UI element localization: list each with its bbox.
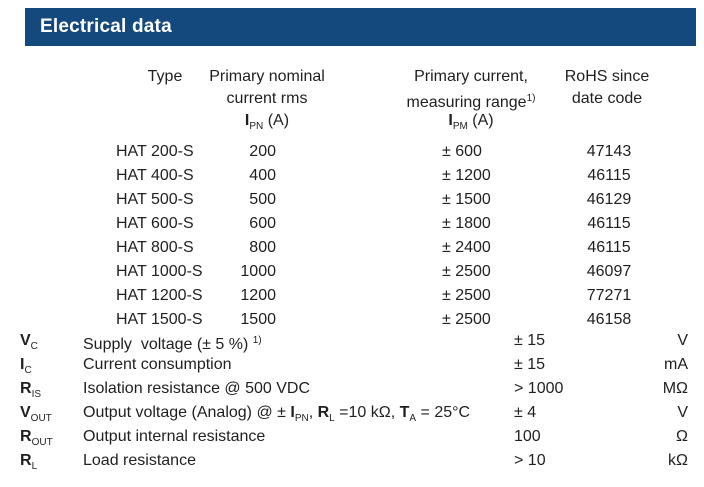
spec-value: 100 [514, 428, 541, 445]
header-line: Primary current, [414, 68, 528, 85]
section-title: Electrical data [40, 16, 172, 37]
spec-unit: V [677, 404, 688, 421]
ipm-cell: ± 1500 [442, 191, 491, 208]
spec-description: Isolation resistance @ 500 VDC [83, 380, 311, 397]
type-cell: HAT 500-S [116, 191, 194, 208]
ipn-cell: 1000 [240, 263, 276, 280]
type-cell: HAT 800-S [116, 239, 194, 256]
ipn-cell: 600 [249, 215, 276, 232]
rohs-cell: 46115 [587, 239, 631, 256]
type-cell: HAT 600-S [116, 215, 194, 232]
spec-symbol: RIS [20, 380, 42, 400]
spec-symbol: IC [20, 356, 32, 376]
ipn-cell: 1200 [240, 287, 276, 304]
spec-symbol: VOUT [20, 404, 52, 424]
column-header-primary-nominal-current: Primary nominal current rms IPN (A) [192, 66, 342, 132]
spec-row-load-resistance: RL Load resistance > 10 kΩ [0, 449, 704, 473]
rohs-cell: 77271 [586, 287, 632, 304]
table-row: HAT 500-S 500 ± 1500 46129 [0, 188, 704, 212]
type-cell: HAT 200-S [116, 143, 194, 160]
spec-value: > 10 [514, 452, 546, 469]
ipm-cell: ± 2500 [442, 263, 491, 280]
type-cell: HAT 400-S [116, 167, 194, 184]
spec-symbol: VC [20, 332, 38, 352]
spec-value: > 1000 [514, 380, 564, 397]
spec-value: ± 4 [514, 404, 537, 421]
ipn-cell: 1500 [240, 311, 276, 328]
header-line: Primary nominal [209, 68, 325, 85]
spec-unit: MΩ [662, 380, 688, 397]
spec-description: Current consumption [83, 356, 232, 373]
header-line: RoHS since [564, 68, 650, 85]
ipm-cell: ± 2500 [442, 311, 491, 328]
header-line: current rms [226, 90, 308, 107]
header-line: date code [571, 90, 643, 107]
table-row: HAT 1200-S 1200 ± 2500 77271 [0, 284, 704, 308]
type-cell: HAT 1500-S [116, 311, 203, 328]
header-line-footnote: measuring range1) [406, 93, 536, 111]
ipn-cell: 200 [249, 143, 276, 160]
spec-row-isolation-resistance: RIS Isolation resistance @ 500 VDC > 100… [0, 377, 704, 401]
spec-unit: Ω [676, 428, 688, 445]
spec-value: ± 15 [514, 356, 546, 373]
table-row: HAT 1500-S 1500 ± 2500 46158 [0, 308, 704, 332]
rohs-cell: 46158 [586, 311, 632, 328]
rohs-cell: 46097 [586, 263, 632, 280]
ipn-cell: 400 [249, 167, 276, 184]
ipm-cell: ± 600 [442, 143, 482, 160]
ipm-cell: ± 1800 [442, 215, 491, 232]
column-header-rohs: RoHS since date code [547, 66, 667, 110]
spec-description: Load resistance [83, 452, 196, 469]
rohs-cell: 46115 [587, 167, 631, 184]
table-row: HAT 600-S 600 ± 1800 46115 [0, 212, 704, 236]
table-row: HAT 800-S 800 ± 2400 46115 [0, 236, 704, 260]
spec-description: Output internal resistance [83, 428, 266, 445]
table-row: HAT 400-S 400 ± 1200 46115 [0, 164, 704, 188]
spec-row-current-consumption: IC Current consumption ± 15 mA [0, 353, 704, 377]
section-header-bar: Electrical data [25, 8, 696, 46]
ipm-cell: ± 1200 [442, 167, 491, 184]
rohs-cell: 47143 [586, 143, 632, 160]
ipn-cell: 500 [249, 191, 276, 208]
type-cell: HAT 1000-S [116, 263, 203, 280]
ipm-cell: ± 2400 [442, 239, 491, 256]
column-header-type: Type [120, 66, 210, 88]
header-line-ipm-symbol: IPM (A) [448, 112, 494, 132]
ipm-cell: ± 2500 [442, 287, 491, 304]
type-cell: HAT 1200-S [116, 287, 203, 304]
spec-unit: mA [664, 356, 688, 373]
header-line-ipn-symbol: IPN (A) [244, 112, 290, 132]
spec-value: ± 15 [514, 332, 546, 349]
spec-row-output-voltage: VOUT Output voltage (Analog) @ ± IPN, RL… [0, 401, 704, 425]
spec-symbol: ROUT [20, 428, 53, 448]
spec-description: Supply voltage (± 5 %) 1) [83, 335, 262, 353]
header-line: Type [147, 68, 183, 85]
ipn-cell: 800 [249, 239, 276, 256]
rohs-cell: 46129 [586, 191, 632, 208]
spec-row-output-internal-resistance: ROUT Output internal resistance 100 Ω [0, 425, 704, 449]
table-row: HAT 200-S 200 ± 600 47143 [0, 140, 704, 164]
rohs-cell: 46115 [587, 215, 631, 232]
spec-symbol: RL [20, 452, 38, 472]
table-row: HAT 1000-S 1000 ± 2500 46097 [0, 260, 704, 284]
spec-unit: kΩ [668, 452, 688, 469]
spec-row-supply-voltage: VC Supply voltage (± 5 %) 1) ± 15 V [0, 329, 704, 353]
spec-unit: V [677, 332, 688, 349]
spec-description: Output voltage (Analog) @ ± IPN, RL =10 … [83, 404, 471, 424]
column-header-primary-current-range: Primary current, measuring range1) IPM (… [396, 66, 546, 132]
